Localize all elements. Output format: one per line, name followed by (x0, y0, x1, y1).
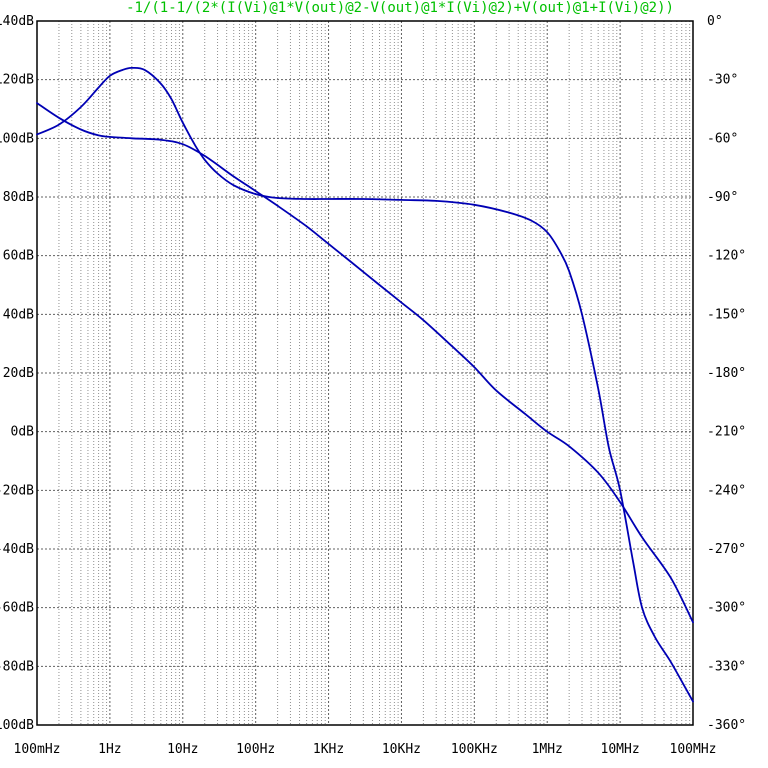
right-y-tick-label: -360° (707, 718, 746, 733)
right-y-tick-label: -90° (707, 190, 738, 205)
x-tick-label: 1KHz (313, 742, 344, 757)
plot-frame (36, 20, 694, 726)
right-y-tick-label: -150° (707, 307, 746, 322)
left-y-tick-labels: 140dB 120dB 100dB 80dB 60dB 40dB 20dB 0dB -20dB -… (0, 14, 34, 733)
left-y-tick-label: 40dB (3, 307, 34, 322)
left-y-tick-label: 60dB (3, 249, 34, 264)
x-tick-labels: 100mHz 1Hz 10Hz 100Hz 1KHz 10KHz 100KHz 1MHz 10M… (14, 742, 717, 757)
left-y-tick-label: -40dB (0, 542, 34, 557)
left-y-tick-label: -100dB (0, 718, 34, 733)
traces (36, 66, 694, 703)
gain-trace (36, 102, 694, 624)
right-y-tick-label: -60° (707, 131, 738, 146)
right-y-tick-label: -30° (707, 73, 738, 88)
left-y-tick-label: -80dB (0, 659, 34, 674)
right-y-tick-label: -300° (707, 601, 746, 616)
left-y-tick-label: -20dB (0, 483, 34, 498)
x-tick-label: 10KHz (382, 742, 421, 757)
right-y-tick-label: -240° (707, 483, 746, 498)
left-y-tick-label: -60dB (0, 601, 34, 616)
left-y-tick-label: 140dB (0, 14, 34, 29)
x-tick-label: 100MHz (670, 742, 717, 757)
phase-trace (36, 66, 694, 703)
right-y-tick-label: -120° (707, 249, 746, 264)
right-y-tick-label: 0° (707, 14, 723, 29)
right-y-tick-label: -180° (707, 366, 746, 381)
left-y-tick-label: 120dB (0, 73, 34, 88)
x-tick-label: 10MHz (601, 742, 640, 757)
chart-title: -1/(1-1/(2*(I(Vi)@1*V(out)@2-V(out)@1*I(… (126, 0, 674, 16)
x-tick-label: 100Hz (236, 742, 275, 757)
right-y-tick-label: -330° (707, 659, 746, 674)
x-tick-label: 100KHz (451, 742, 498, 757)
x-tick-label: 1MHz (532, 742, 563, 757)
left-y-tick-label: 0dB (11, 425, 35, 440)
left-y-tick-label: 80dB (3, 190, 34, 205)
right-y-tick-labels: 0° -30° -60° -90° -120° -150° -180° -210° -240° -… (707, 14, 746, 733)
right-y-tick-label: -210° (707, 425, 746, 440)
x-tick-label: 100mHz (14, 742, 61, 757)
x-tick-label: 10Hz (167, 742, 198, 757)
x-tick-label: 1Hz (98, 742, 121, 757)
grid (36, 20, 694, 726)
left-y-tick-label: 20dB (3, 366, 34, 381)
right-y-tick-label: -270° (707, 542, 746, 557)
left-y-tick-label: 100dB (0, 131, 34, 146)
